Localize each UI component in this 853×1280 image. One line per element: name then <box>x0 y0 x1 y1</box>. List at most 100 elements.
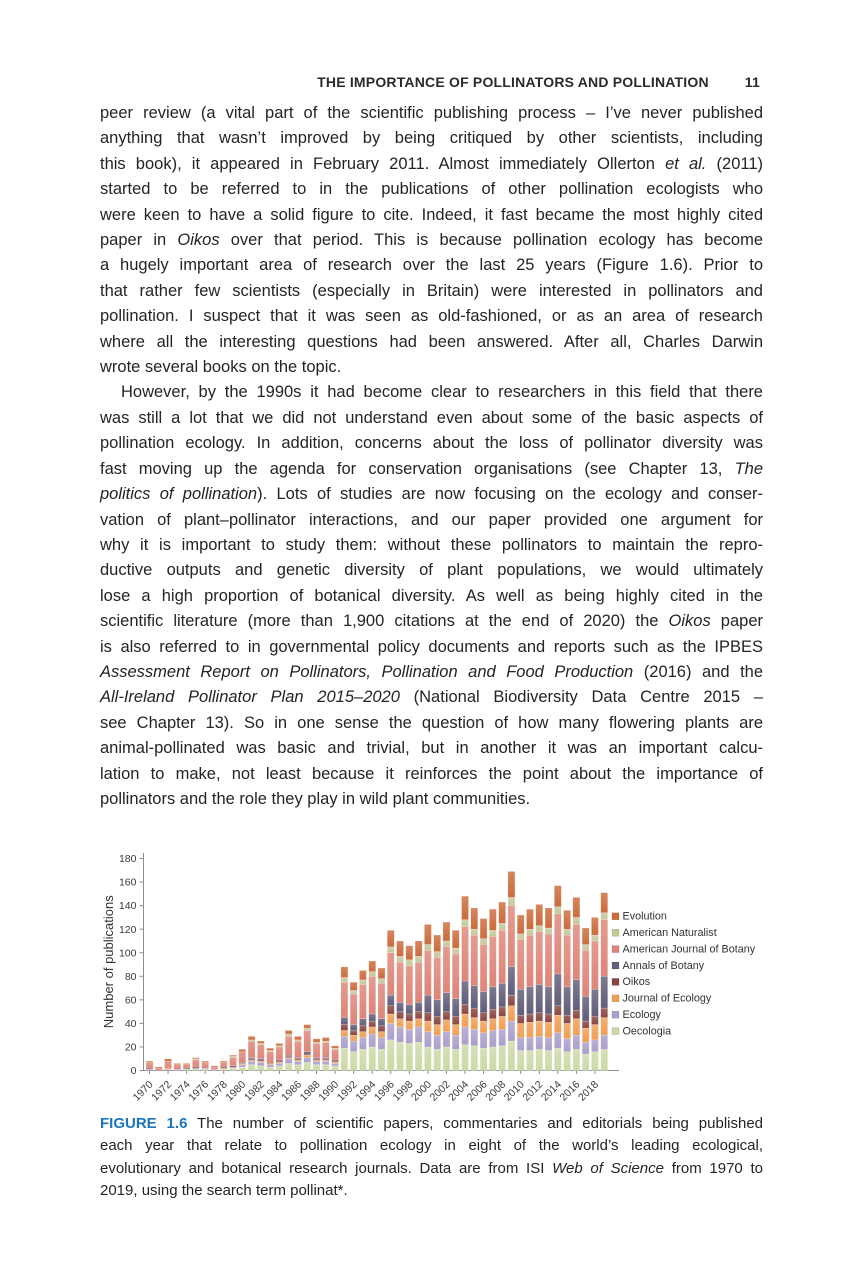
bar-segment <box>498 930 506 984</box>
bar-segment <box>470 1017 478 1030</box>
bar-segment <box>173 1063 182 1065</box>
text-segment: started to be referred to in the publica… <box>100 180 763 199</box>
bar-segment <box>331 1063 339 1066</box>
bar-segment <box>544 1013 553 1023</box>
bar-segment <box>173 1064 182 1070</box>
bar-segment <box>572 924 581 981</box>
bar-segment <box>405 1043 414 1071</box>
bar-segment <box>396 1026 404 1043</box>
bar-segment <box>145 1060 154 1063</box>
bar-segment <box>479 1012 488 1022</box>
bar-segment <box>303 1030 311 1052</box>
text-segment: (2016) and the <box>633 662 764 681</box>
bar-segment <box>349 1051 358 1071</box>
bar-segment <box>563 1023 571 1039</box>
bar-segment <box>396 1011 404 1019</box>
bar-segment <box>303 1057 311 1063</box>
bar-segment <box>377 983 386 1019</box>
bar-segment <box>284 1058 293 1064</box>
bar-segment <box>581 1027 590 1043</box>
bar-segment <box>340 1024 349 1031</box>
text-line: ductive outputs and genetic diversity of… <box>100 558 763 583</box>
bar-segment <box>600 919 608 977</box>
bar-segment <box>442 940 451 948</box>
text-segment: from 1970 to <box>663 1159 763 1177</box>
text-segment: 2019, using the search term pollinat*. <box>100 1182 348 1200</box>
text-segment: fast moving up the agenda for conservati… <box>100 459 735 478</box>
bar-segment <box>257 1065 265 1071</box>
text-segment: was still a lot that we did not understa… <box>100 408 763 427</box>
legend-label: American Journal of Botany <box>623 943 756 955</box>
bar-segment <box>600 912 608 920</box>
bar-segment <box>192 1059 200 1068</box>
text-segment: ). Lots of studies are now focusing on t… <box>257 485 763 504</box>
bar-segment <box>591 989 599 1017</box>
y-tick-label: 100 <box>119 947 137 959</box>
text-segment: The number of scientific papers, comment… <box>187 1115 764 1132</box>
bar-segment <box>387 930 395 948</box>
text-segment: pollinators and the role they play in wi… <box>100 789 531 808</box>
bar-segment <box>414 1001 423 1012</box>
bar-segment <box>517 989 525 1016</box>
text-line: peer review (a vital part of the scienti… <box>100 101 763 126</box>
bar-segment <box>442 1046 451 1071</box>
bar-segment <box>229 1067 237 1071</box>
publications-stacked-bar-chart: 0 20 40 60 80 100 120 140 160 180 Number of public… <box>101 853 756 1104</box>
bar-segment <box>220 1062 228 1068</box>
bar-segment <box>405 1013 414 1022</box>
text-segment: The <box>734 459 763 478</box>
text-segment: why it is important to study them: witho… <box>100 535 763 554</box>
bar-segment <box>452 1034 460 1050</box>
bar-segment <box>387 1023 395 1041</box>
text-line: All-Ireland Pollinator Plan 2015–2020 (N… <box>100 685 763 710</box>
text-line: pollination. I suspect that it was seen … <box>100 304 763 329</box>
legend-label: American Naturalist <box>623 927 717 939</box>
bar-segment <box>414 1042 423 1071</box>
bar-segment <box>489 986 497 1010</box>
bar-segment <box>257 1044 265 1059</box>
text-segment: Oikos <box>668 612 711 631</box>
bar-segment <box>424 950 432 996</box>
bar-segment <box>377 967 386 979</box>
bar-segment <box>433 934 441 952</box>
bar-segment <box>377 978 386 984</box>
bar-segment <box>498 901 506 924</box>
y-tick-label: 120 <box>119 924 137 936</box>
legend-label: Oecologia <box>623 1025 672 1037</box>
bar-segment <box>600 1049 608 1071</box>
bar-segment <box>377 1049 386 1071</box>
bar-segment <box>359 970 367 981</box>
bar-segment <box>563 1051 571 1071</box>
text-line: see Chapter 13). So in one sense the que… <box>100 711 763 736</box>
bar-segment <box>349 1024 358 1031</box>
bar-segment <box>535 1049 543 1071</box>
bar-segment <box>572 1010 581 1019</box>
bar-segment <box>507 1020 516 1042</box>
text-line: where all the interesting questions had … <box>100 330 763 355</box>
bar-segment <box>433 1049 441 1071</box>
bar-segment <box>526 1013 534 1023</box>
bar-segment <box>368 1046 376 1071</box>
bar-segment <box>461 1026 469 1045</box>
bar-segment <box>544 986 553 1015</box>
bar-segment <box>507 966 516 996</box>
bar-segment <box>182 1063 191 1065</box>
bar-segment <box>452 947 460 955</box>
bar-segment <box>563 928 571 936</box>
text-line: animal-pollinated was basic and trivial,… <box>100 736 763 761</box>
text-line: 2019, using the search term pollinat*. <box>100 1180 763 1202</box>
bar-segment <box>470 1007 478 1018</box>
bar-segment <box>368 1013 376 1022</box>
bar-segment <box>489 908 497 931</box>
bar-segment <box>572 1018 581 1036</box>
bar-segment <box>359 979 367 985</box>
bar-segment <box>349 981 358 991</box>
bar-segment <box>470 985 478 1009</box>
bar-segment <box>210 1065 219 1068</box>
bar-segment <box>470 928 478 936</box>
bar-segment <box>349 1034 358 1042</box>
bar-segment <box>340 1036 349 1049</box>
bar-segment <box>145 1062 154 1069</box>
bar-segment <box>210 1066 219 1070</box>
text-segment: this book), it appeared in February 2011… <box>100 154 666 173</box>
